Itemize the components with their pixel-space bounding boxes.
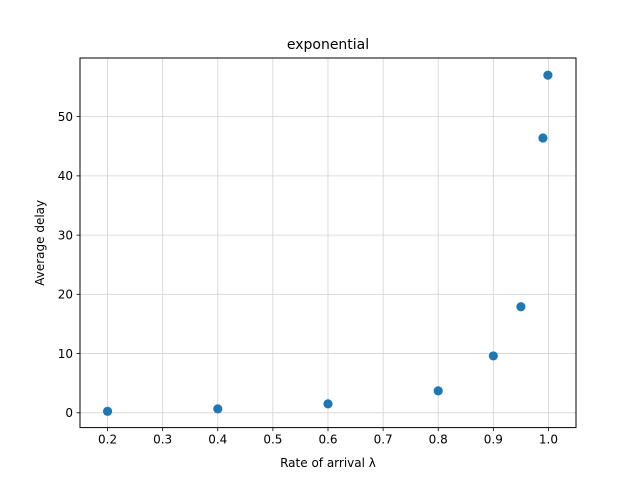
grid: [80, 58, 576, 428]
x-tick-label: 0.4: [208, 433, 227, 447]
y-tick-label: 10: [58, 347, 73, 361]
x-tick-label: 0.5: [263, 433, 282, 447]
x-tick-label: 0.9: [484, 433, 503, 447]
data-point: [323, 399, 333, 409]
y-tick-label: 20: [58, 288, 73, 302]
data-point: [213, 404, 223, 414]
y-tick-label: 30: [58, 228, 73, 242]
x-tick-label: 0.7: [374, 433, 393, 447]
y-tick-label: 50: [58, 110, 73, 124]
y-tick-label: 0: [65, 406, 73, 420]
data-points: [102, 70, 553, 416]
y-axis-label: Average delay: [33, 200, 47, 286]
y-tick-label: 40: [58, 169, 73, 183]
x-tick-label: 0.3: [153, 433, 172, 447]
x-tick-label: 0.2: [98, 433, 117, 447]
data-point: [516, 302, 526, 312]
x-tick-label: 0.8: [429, 433, 448, 447]
chart-title: exponential: [287, 37, 369, 53]
data-point: [543, 70, 553, 80]
x-tick-label: 0.6: [318, 433, 337, 447]
data-point: [102, 406, 113, 416]
x-axis-label: Rate of arrival λ: [280, 456, 376, 470]
axis-ticks: 0.2 0.3 0.4 0.5 0.6 0.7 0.8 0.9 1.0 0 10 20 30 40 50: [58, 110, 558, 447]
data-point: [538, 133, 548, 143]
data-point: [433, 386, 443, 396]
x-tick-label: 1.0: [539, 433, 558, 447]
data-point: [488, 351, 498, 361]
